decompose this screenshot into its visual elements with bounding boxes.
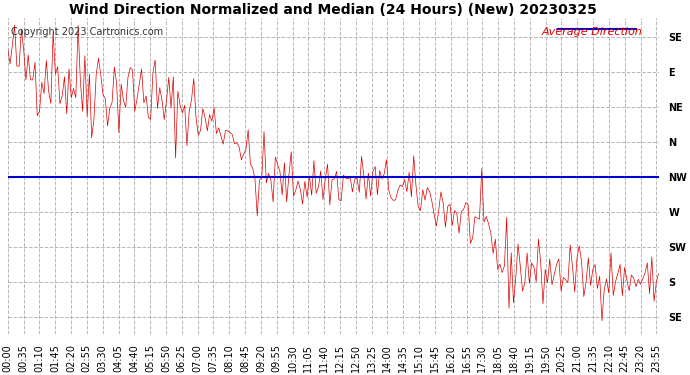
Text: Average Direction: Average Direction bbox=[542, 27, 642, 38]
Text: Copyright 2023 Cartronics.com: Copyright 2023 Cartronics.com bbox=[11, 27, 163, 38]
Title: Wind Direction Normalized and Median (24 Hours) (New) 20230325: Wind Direction Normalized and Median (24… bbox=[69, 3, 597, 17]
